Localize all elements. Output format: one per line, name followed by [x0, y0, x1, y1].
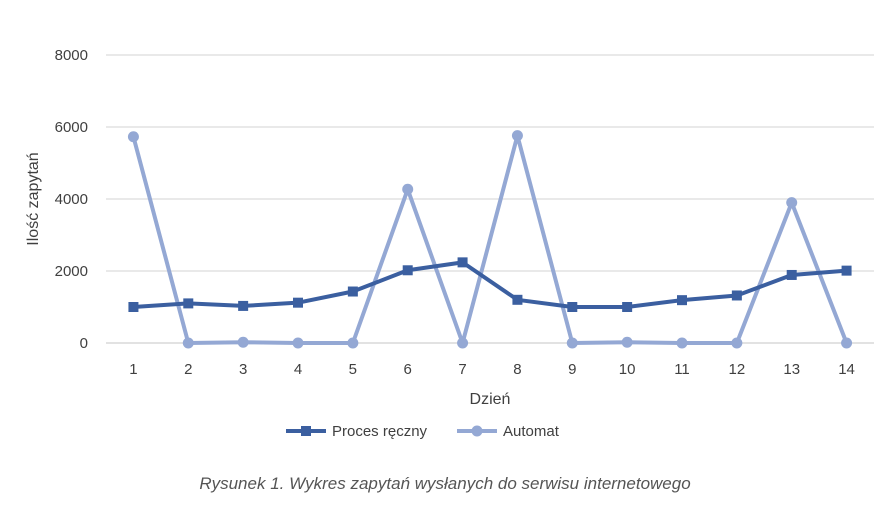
- legend-marker: [301, 426, 311, 436]
- series-proces-reczny: [128, 257, 852, 312]
- data-point: [237, 336, 249, 348]
- x-tick-label: 2: [184, 361, 192, 378]
- y-tick-label: 4000: [55, 191, 88, 208]
- x-tick-label: 13: [783, 361, 800, 378]
- data-point: [347, 286, 358, 297]
- x-tick-label: 1: [129, 361, 137, 378]
- data-point: [566, 337, 578, 349]
- data-point: [786, 269, 797, 280]
- legend-marker: [471, 425, 483, 437]
- x-tick-label: 7: [458, 361, 466, 378]
- x-tick-label: 11: [674, 361, 690, 378]
- figure-caption: Rysunek 1. Wykres zapytań wysłanych do s…: [199, 474, 691, 493]
- data-point: [622, 302, 633, 312]
- data-point: [347, 337, 359, 349]
- y-tick-label: 0: [80, 335, 88, 352]
- y-tick-label: 2000: [55, 263, 88, 280]
- x-tick-label: 8: [513, 361, 521, 378]
- x-axis-ticks: 1 2 3 4 5 6 7 8 9 10 11 12 13 14: [129, 361, 855, 378]
- data-point: [292, 337, 304, 349]
- data-point: [293, 297, 303, 308]
- x-tick-label: 6: [404, 361, 412, 378]
- data-point: [731, 337, 743, 349]
- x-axis-label: Dzień: [470, 391, 511, 408]
- data-point: [731, 290, 742, 301]
- series-line: [133, 260, 847, 309]
- x-tick-label: 14: [838, 361, 855, 378]
- x-tick-label: 12: [729, 361, 746, 378]
- data-point: [841, 265, 852, 276]
- series-layer: [127, 130, 853, 349]
- legend-item: Automat: [457, 423, 560, 440]
- data-point: [786, 197, 798, 209]
- data-point: [567, 302, 578, 312]
- data-point: [127, 131, 139, 143]
- data-point: [402, 183, 414, 195]
- legend: Proces ręczny Automat: [286, 423, 560, 440]
- legend-label: Automat: [503, 423, 560, 440]
- data-point: [676, 337, 688, 349]
- data-point: [402, 265, 413, 276]
- series-line: [131, 133, 849, 345]
- data-point: [457, 337, 469, 349]
- x-tick-label: 9: [568, 361, 576, 378]
- x-tick-label: 10: [619, 361, 636, 378]
- data-point: [677, 295, 687, 306]
- data-point: [128, 302, 139, 312]
- data-point: [512, 294, 523, 305]
- x-tick-label: 3: [239, 361, 247, 378]
- legend-label: Proces ręczny: [332, 423, 428, 440]
- data-point: [457, 257, 468, 268]
- x-tick-label: 4: [294, 361, 302, 378]
- x-tick-label: 5: [349, 361, 357, 378]
- y-tick-label: 6000: [55, 119, 88, 136]
- legend-item: Proces ręczny: [286, 423, 428, 440]
- y-axis-label: Ilość zapytań: [25, 152, 42, 245]
- series-automat: [127, 130, 853, 349]
- y-tick-label: 8000: [55, 47, 88, 64]
- data-point: [238, 300, 249, 311]
- gridlines: [106, 54, 874, 344]
- data-point: [183, 298, 194, 309]
- data-point: [621, 336, 633, 348]
- data-point: [841, 337, 853, 349]
- data-point: [182, 337, 194, 349]
- y-axis-ticks: 0 2000 4000 6000 8000: [55, 47, 88, 352]
- data-point: [511, 130, 523, 142]
